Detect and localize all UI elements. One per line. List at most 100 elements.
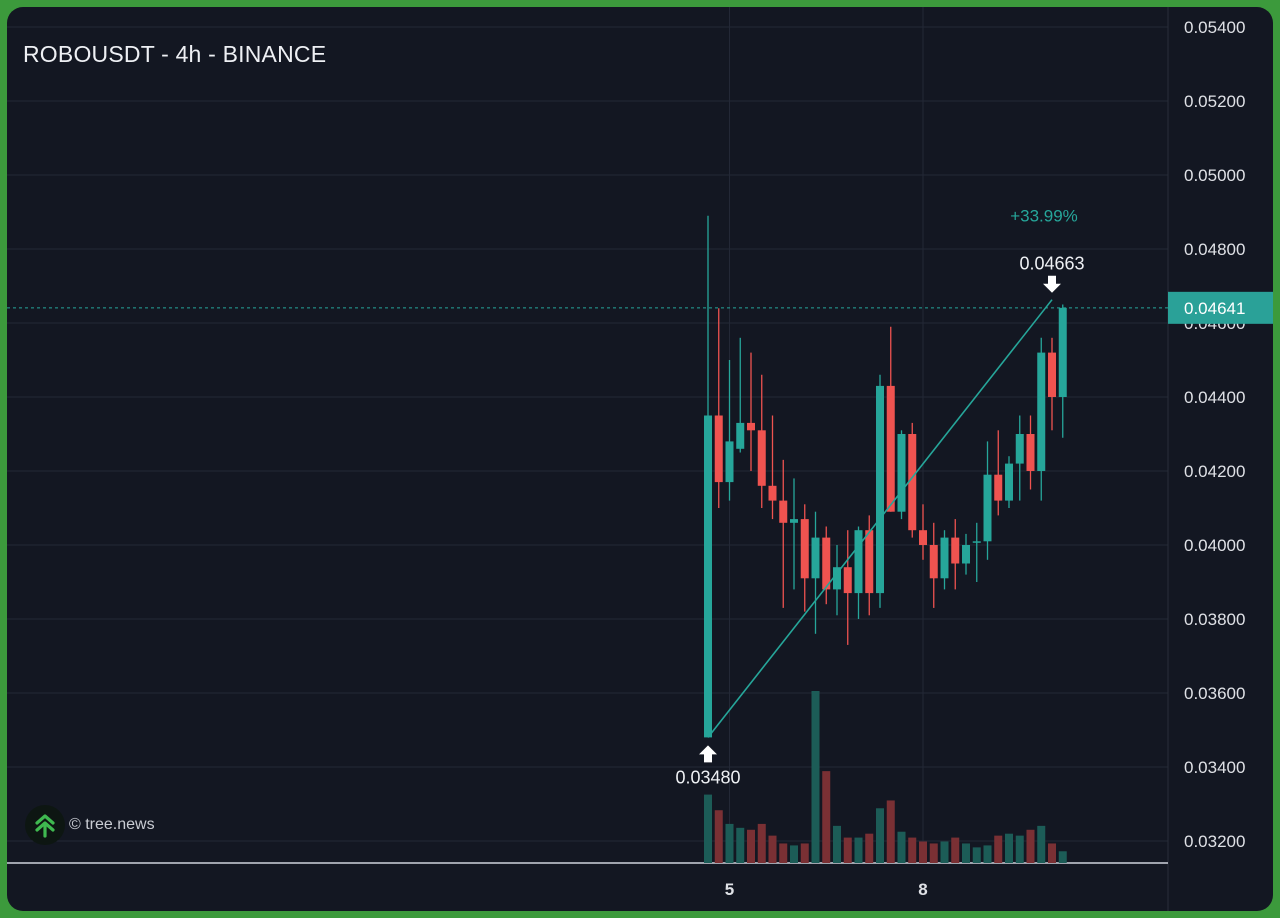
candle-body [1048, 352, 1056, 397]
candle-body [876, 385, 884, 594]
volume-bar [822, 771, 831, 863]
candle-body [908, 434, 917, 531]
volume-bar [897, 831, 906, 863]
arrow-down-icon [1043, 275, 1061, 293]
volume-bar [843, 837, 852, 863]
candle-body [983, 474, 992, 542]
chart-panel: 0.03480 0.04663 +33.99% 0.05400 0.05200 0.05… [7, 7, 1273, 911]
price-tick-label: 0.03800 [1184, 610, 1245, 629]
volume-bar [800, 843, 809, 863]
volume-bar [1026, 829, 1035, 863]
volume-bar [833, 825, 841, 863]
candle-body [865, 530, 874, 594]
price-tick-label: 0.03200 [1184, 832, 1245, 851]
candle-body [768, 485, 777, 501]
volume-bar [725, 823, 734, 863]
candle-body [843, 567, 852, 594]
candle-body [790, 519, 798, 523]
time-tick-label: 5 [725, 880, 734, 899]
watermark-text: © tree.news [69, 816, 155, 833]
price-tick-label: 0.04200 [1184, 462, 1245, 481]
candle-body [919, 530, 927, 545]
low-price-label: 0.03480 [675, 767, 740, 787]
candle-body [951, 537, 960, 564]
volume-bar [747, 829, 755, 863]
last-price-badge [1168, 291, 1273, 324]
price-tick-label: 0.05000 [1184, 166, 1245, 185]
measurement-tool: 0.03480 0.04663 +33.99% [7, 207, 1168, 787]
volume-bar [714, 810, 723, 863]
volume-bar [704, 794, 712, 863]
chart-title: ROBOUSDT - 4h - BINANCE [23, 41, 327, 67]
volume-bar [1058, 851, 1067, 863]
volume-bar [811, 691, 820, 863]
candle-body [779, 500, 788, 523]
volume-bar [919, 841, 927, 863]
candle-body [854, 530, 863, 594]
percent-change-label: +33.99% [1010, 207, 1078, 226]
candle-body [714, 415, 723, 483]
price-tick-label: 0.03400 [1184, 758, 1245, 777]
candle-body [886, 385, 895, 512]
volume-bar [876, 808, 884, 863]
volume-bar [1005, 833, 1013, 863]
volume-bar [908, 837, 917, 863]
price-axis: 0.054000.052000.050000.048000.046000.044… [1168, 18, 1273, 851]
candle-body [994, 474, 1003, 501]
candle-body [800, 519, 809, 579]
candle-body [725, 441, 734, 483]
volume-bar [886, 800, 895, 863]
candlestick-chart[interactable]: 0.03480 0.04663 +33.99% 0.05400 0.05200 0.05… [7, 7, 1273, 911]
volume-bar [790, 845, 798, 863]
volume-bar [736, 827, 745, 863]
candle-body [747, 422, 755, 431]
price-tick-label: 0.04000 [1184, 536, 1245, 555]
last-price-label: 0.04641 [1184, 299, 1245, 318]
price-tick-label: 0.03600 [1184, 684, 1245, 703]
volume-bar [779, 843, 788, 863]
candle-body [833, 567, 841, 590]
candle-body [962, 545, 970, 564]
candle-body [929, 545, 938, 579]
price-tick-label: 0.05400 [1184, 18, 1245, 37]
time-tick-label: 8 [918, 880, 927, 899]
volume-bar [983, 845, 992, 863]
volume-bar [972, 847, 981, 863]
candle-body [972, 541, 981, 543]
volume-bars [704, 691, 1067, 863]
candle-body [811, 537, 820, 579]
volume-bar [994, 835, 1003, 863]
candle-body [897, 434, 906, 512]
measurement-line [707, 299, 1053, 738]
grid-lines [7, 7, 1169, 911]
volume-bar [1048, 843, 1056, 863]
candle-body [1005, 463, 1013, 501]
volume-bar [1015, 835, 1024, 863]
candle-body [757, 430, 766, 486]
volume-bar [854, 837, 863, 863]
candle-body [822, 537, 831, 590]
candle-body [1026, 434, 1035, 471]
volume-bar [962, 843, 970, 863]
volume-bar [940, 841, 949, 863]
price-tick-label: 0.04800 [1184, 240, 1245, 259]
volume-bar [757, 823, 766, 863]
volume-bar [929, 843, 938, 863]
volume-bar [768, 835, 777, 863]
price-tick-label: 0.05200 [1184, 92, 1245, 111]
candle-body [1015, 434, 1024, 464]
candle-body [704, 415, 712, 738]
watermark: © tree.news [25, 805, 155, 845]
candle-body [940, 537, 949, 579]
candle-body [1037, 352, 1046, 471]
arrow-up-icon [699, 745, 717, 763]
price-tick-label: 0.04400 [1184, 388, 1245, 407]
candle-body [736, 422, 745, 449]
candle-body [1058, 307, 1067, 397]
volume-bar [1037, 825, 1046, 863]
volume-bar [951, 837, 960, 863]
candles [704, 215, 1067, 738]
tree-news-logo-icon [25, 805, 65, 845]
high-price-label: 0.04663 [1019, 254, 1084, 274]
